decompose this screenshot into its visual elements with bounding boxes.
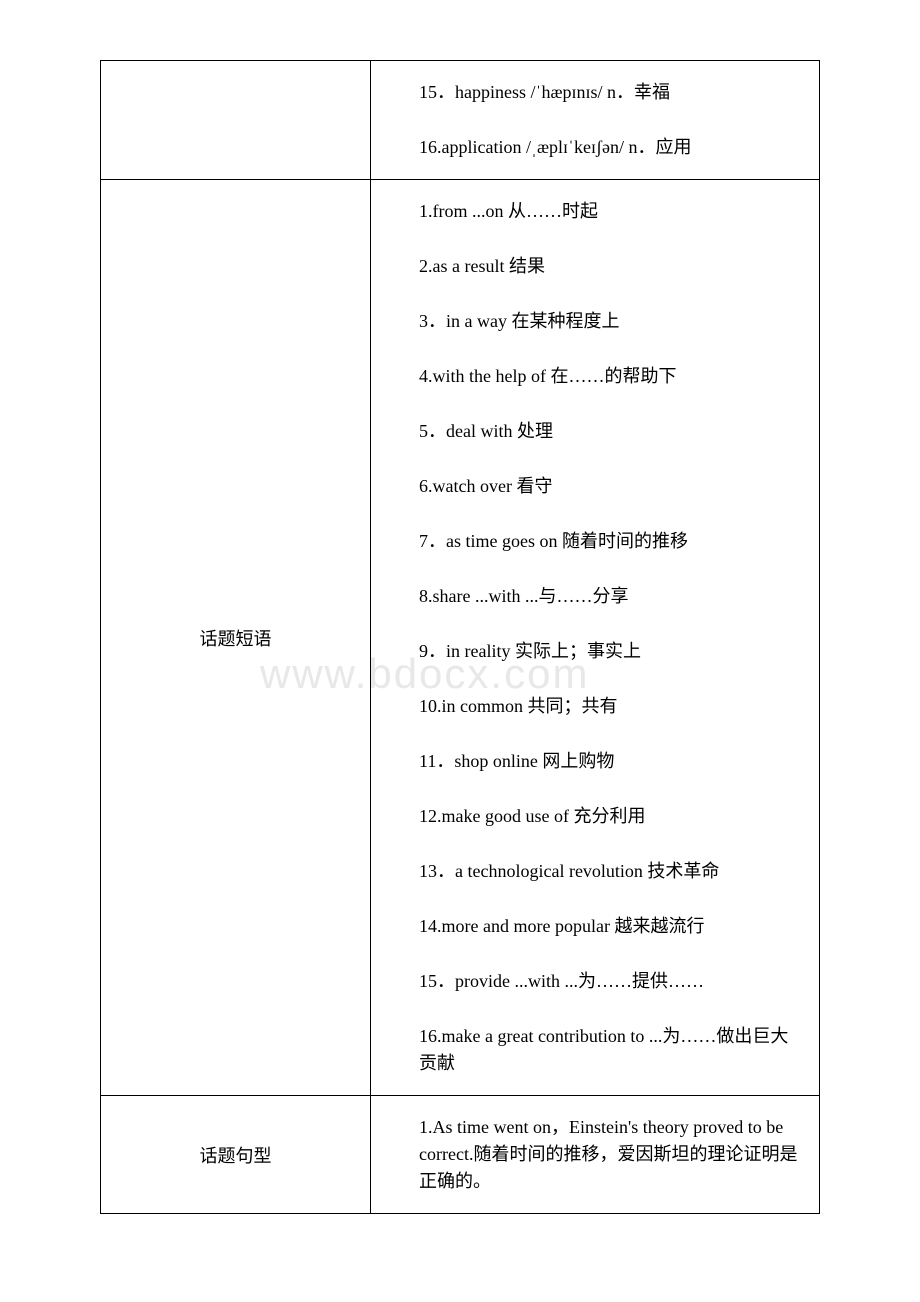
list-item: 6.watch over 看守 <box>371 459 819 514</box>
row-label <box>101 61 371 180</box>
list-item: 3．in a way 在某种程度上 <box>371 294 819 349</box>
list-item: 16.application /ˌæplɪˈkeɪʃən/ n．应用 <box>371 120 819 179</box>
list-item: 1.from ...on 从……时起 <box>371 180 819 239</box>
list-item: 1.As time went on，Einstein's theory prov… <box>371 1096 819 1213</box>
list-item: 7．as time goes on 随着时间的推移 <box>371 514 819 569</box>
row-content: 1.from ...on 从……时起 2.as a result 结果 3．in… <box>371 180 820 1096</box>
list-item: 5．deal with 处理 <box>371 404 819 459</box>
table-row: 话题短语 1.from ...on 从……时起 2.as a result 结果… <box>101 180 820 1096</box>
row-content: 15．happiness /ˈhæpɪnɪs/ n．幸福 16.applicat… <box>371 61 820 180</box>
table-row: 15．happiness /ˈhæpɪnɪs/ n．幸福 16.applicat… <box>101 61 820 180</box>
list-item: 12.make good use of 充分利用 <box>371 789 819 844</box>
table-row: 话题句型 1.As time went on，Einstein's theory… <box>101 1096 820 1214</box>
list-item: 10.in common 共同；共有 <box>371 679 819 734</box>
list-item: 11．shop online 网上购物 <box>371 734 819 789</box>
row-label: 话题句型 <box>101 1096 371 1214</box>
list-item: 13．a technological revolution 技术革命 <box>371 844 819 899</box>
list-item: 8.share ...with ...与……分享 <box>371 569 819 624</box>
list-item: 2.as a result 结果 <box>371 239 819 294</box>
row-content: 1.As time went on，Einstein's theory prov… <box>371 1096 820 1214</box>
list-item: 16.make a great contribution to ...为……做出… <box>371 1009 819 1095</box>
vocabulary-table: 15．happiness /ˈhæpɪnɪs/ n．幸福 16.applicat… <box>100 60 820 1214</box>
list-item: 4.with the help of 在……的帮助下 <box>371 349 819 404</box>
list-item: 15．provide ...with ...为……提供…… <box>371 954 819 1009</box>
row-label: 话题短语 <box>101 180 371 1096</box>
list-item: 14.more and more popular 越来越流行 <box>371 899 819 954</box>
list-item: 15．happiness /ˈhæpɪnɪs/ n．幸福 <box>371 61 819 120</box>
list-item: 9．in reality 实际上；事实上 <box>371 624 819 679</box>
